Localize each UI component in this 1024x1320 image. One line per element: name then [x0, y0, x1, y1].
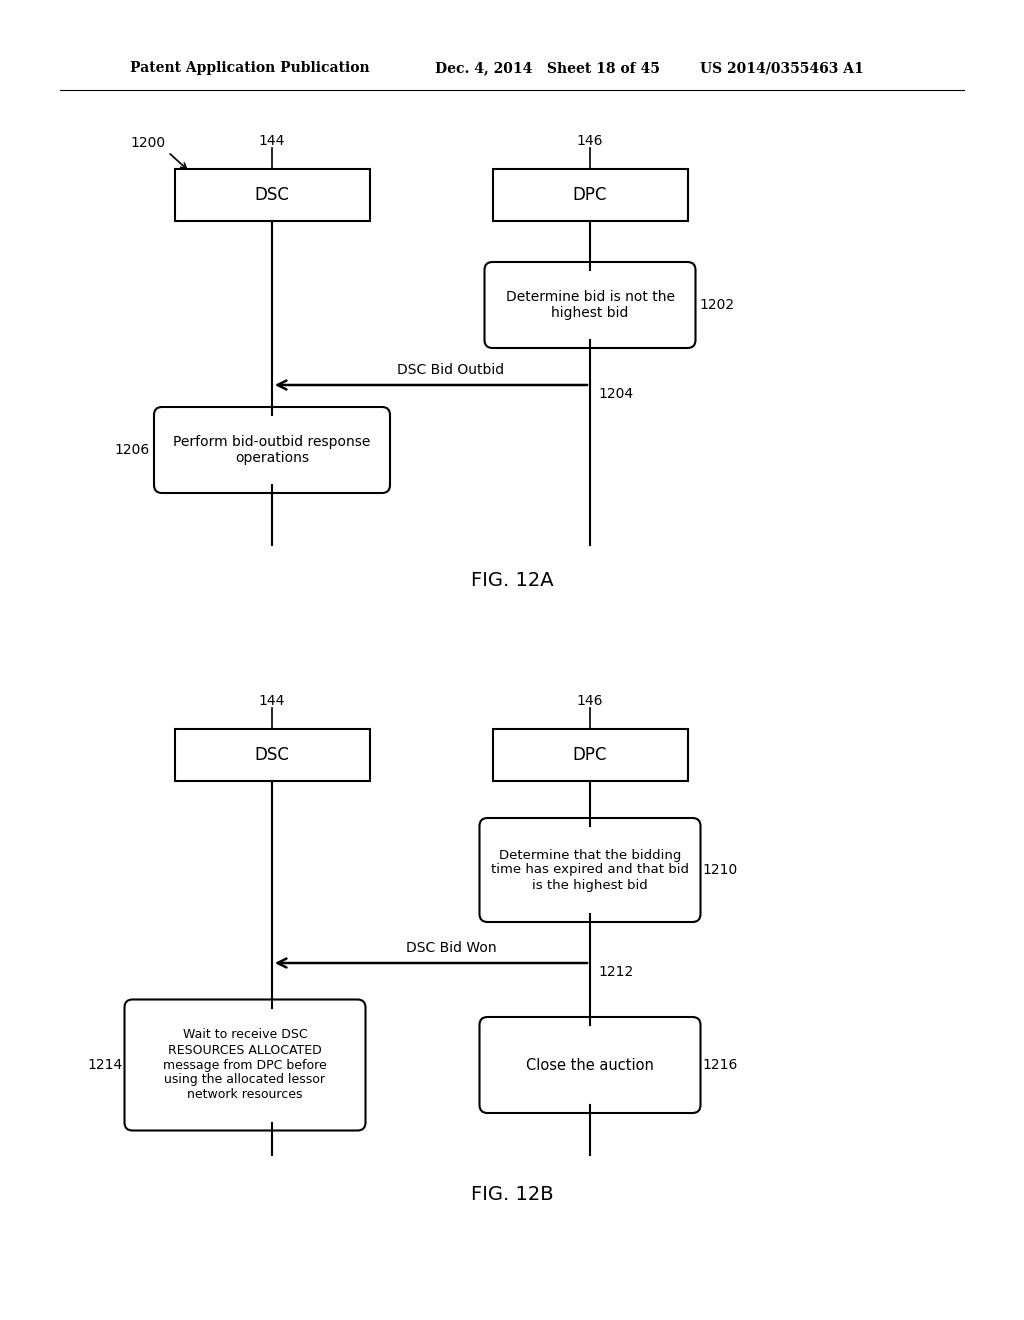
Text: 146: 146: [577, 694, 603, 708]
Bar: [493, 729, 687, 781]
Bar: [493, 169, 687, 220]
Text: DPC: DPC: [572, 186, 607, 205]
FancyBboxPatch shape: [125, 999, 366, 1130]
Text: 1202: 1202: [699, 298, 734, 312]
Text: DSC Bid Won: DSC Bid Won: [406, 941, 497, 954]
FancyBboxPatch shape: [479, 818, 700, 921]
Text: 144: 144: [259, 135, 286, 148]
Text: US 2014/0355463 A1: US 2014/0355463 A1: [700, 61, 864, 75]
Text: Wait to receive DSC
RESOURCES ALLOCATED
message from DPC before
using the alloca: Wait to receive DSC RESOURCES ALLOCATED …: [163, 1028, 327, 1101]
Bar: [174, 169, 370, 220]
FancyBboxPatch shape: [154, 407, 390, 492]
Text: DSC: DSC: [255, 746, 290, 764]
Text: 1206: 1206: [115, 444, 150, 457]
Text: Perform bid-outbid response
operations: Perform bid-outbid response operations: [173, 434, 371, 465]
Text: 1216: 1216: [702, 1059, 738, 1072]
Text: 1200: 1200: [130, 136, 165, 150]
Text: Determine bid is not the
highest bid: Determine bid is not the highest bid: [506, 290, 675, 321]
Text: 146: 146: [577, 135, 603, 148]
Text: Patent Application Publication: Patent Application Publication: [130, 61, 370, 75]
FancyBboxPatch shape: [484, 261, 695, 348]
Text: FIG. 12B: FIG. 12B: [471, 1185, 553, 1204]
Text: DSC Bid Outbid: DSC Bid Outbid: [397, 363, 505, 378]
Text: 1210: 1210: [702, 863, 737, 876]
Text: DPC: DPC: [572, 746, 607, 764]
Text: Determine that the bidding
time has expired and that bid
is the highest bid: Determine that the bidding time has expi…: [490, 849, 689, 891]
Text: 144: 144: [259, 694, 286, 708]
FancyBboxPatch shape: [479, 1016, 700, 1113]
Text: DSC: DSC: [255, 186, 290, 205]
Text: 1204: 1204: [598, 387, 633, 401]
Text: Close the auction: Close the auction: [526, 1057, 654, 1072]
Bar: [174, 729, 370, 781]
Text: Dec. 4, 2014   Sheet 18 of 45: Dec. 4, 2014 Sheet 18 of 45: [435, 61, 659, 75]
Text: 1214: 1214: [87, 1059, 123, 1072]
Text: FIG. 12A: FIG. 12A: [471, 570, 553, 590]
Text: 1212: 1212: [598, 965, 633, 979]
